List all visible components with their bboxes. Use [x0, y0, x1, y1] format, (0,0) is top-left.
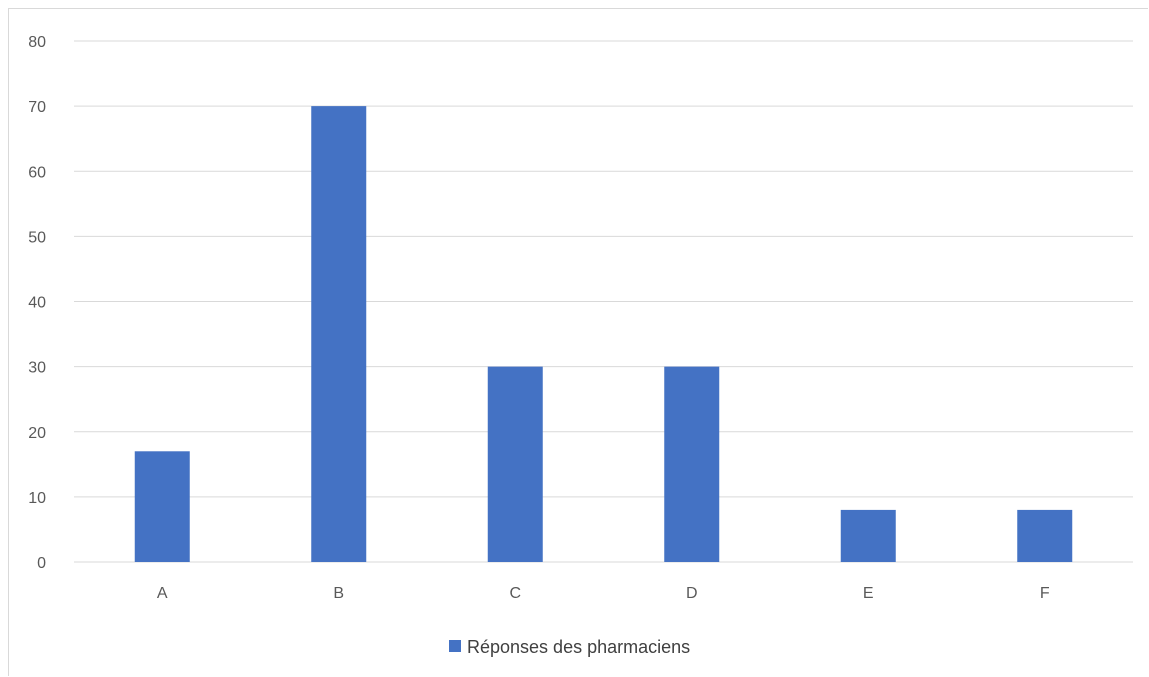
legend-label: Réponses des pharmaciens [467, 637, 690, 657]
bar-D [664, 366, 720, 562]
x-tick-label-B: B [333, 585, 344, 602]
bars [134, 106, 1073, 562]
y-tick-label: 60 [28, 164, 46, 181]
y-tick-label: 10 [28, 490, 46, 507]
y-tick-label: 80 [28, 34, 46, 51]
bar-F [1017, 509, 1073, 562]
y-tick-label: 40 [28, 295, 46, 312]
bar-A [134, 451, 190, 562]
bar-E [840, 509, 896, 562]
bar-C [487, 366, 543, 562]
x-tick-label-F: F [1040, 585, 1050, 602]
x-tick-label-C: C [509, 585, 521, 602]
y-axis-tick-labels: 0 10 20 30 40 50 60 70 80 [28, 34, 46, 572]
y-tick-label: 50 [28, 229, 46, 246]
bar-B [311, 106, 367, 562]
legend: Réponses des pharmaciens [449, 637, 690, 657]
legend-swatch [449, 640, 461, 652]
y-tick-label: 70 [28, 99, 46, 116]
x-axis-tick-labels: A B C D E F [157, 585, 1050, 602]
y-tick-label: 20 [28, 425, 46, 442]
y-tick-label: 0 [37, 555, 46, 572]
gridlines [74, 40, 1133, 563]
chart-frame [8, 8, 1148, 676]
x-tick-label-E: E [863, 585, 874, 602]
y-tick-label: 30 [28, 360, 46, 377]
x-tick-label-D: D [686, 585, 698, 602]
x-tick-label-A: A [157, 585, 168, 602]
